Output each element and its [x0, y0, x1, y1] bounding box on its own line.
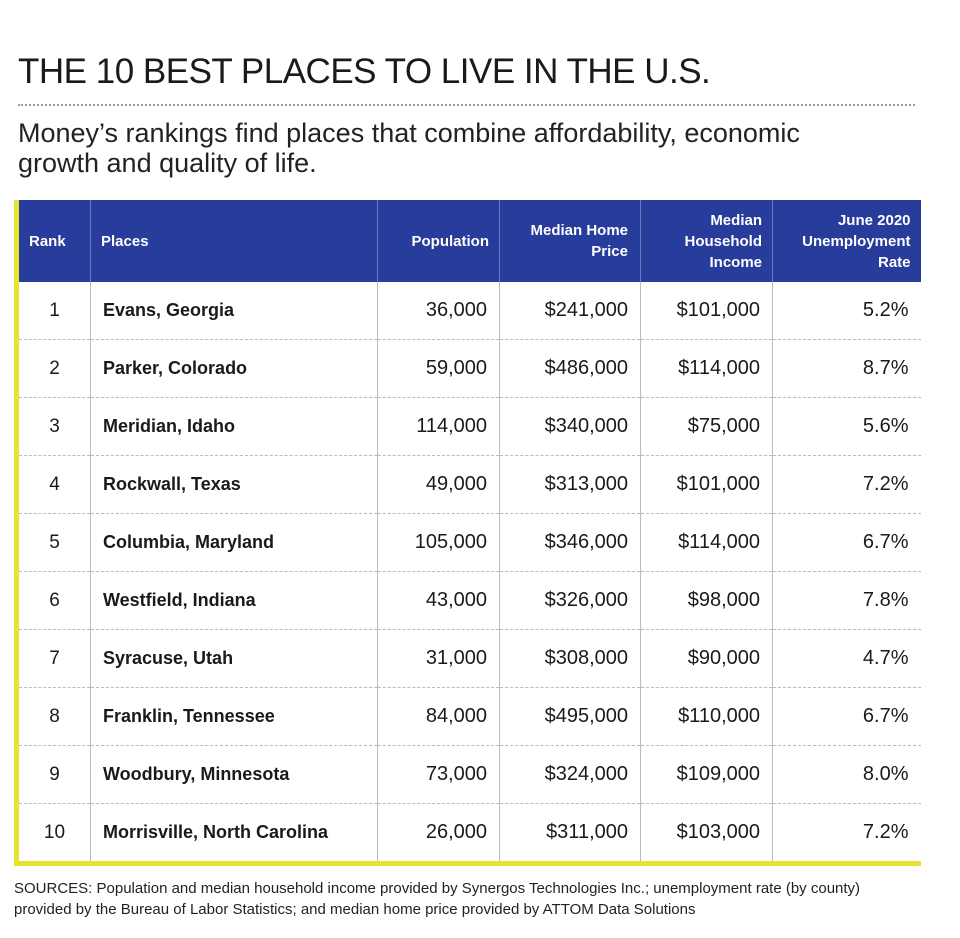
table-cell: Woodbury, Minnesota: [90, 745, 378, 804]
table-cell: 49,000: [377, 455, 500, 514]
table-cell: $109,000: [640, 745, 773, 804]
table-cell: $241,000: [499, 282, 641, 340]
table-cell: 36,000: [377, 282, 500, 340]
table-cell: $90,000: [640, 629, 773, 688]
table-cell: $114,000: [640, 339, 773, 398]
table-cell: Parker, Colorado: [90, 339, 378, 398]
table-row: 5 Columbia, Maryland 105,000 $346,000 $114,0…: [16, 513, 921, 572]
table-cell: 7.2%: [862, 821, 909, 843]
table-cell: 8.7%: [772, 339, 921, 398]
table-cell: 8: [16, 687, 91, 746]
table-row: 3 Meridian, Idaho 114,000 $340,000 $75,000 5.…: [16, 397, 921, 456]
table-cell: 4: [16, 455, 91, 514]
table-cell: 7.8%: [772, 571, 921, 630]
table-row: 9 Woodbury, Minnesota 73,000 $324,000 $109,0…: [16, 745, 921, 804]
table-cell: 114,000: [377, 397, 500, 456]
table-cell: $103,000: [640, 803, 773, 864]
table-cell: 6.7%: [772, 687, 921, 746]
table-cell: 43,000: [377, 571, 500, 630]
table-cell: $98,000: [640, 571, 773, 630]
table-cell: 6: [16, 571, 91, 630]
table-cell: 5.2%: [772, 282, 921, 340]
table-cell: Syracuse, Utah: [90, 629, 378, 688]
table-cell: 2: [16, 339, 91, 398]
table-cell: Morrisville, North Carolina: [90, 803, 378, 864]
table-cell: 59,000: [377, 339, 500, 398]
table-cell: Evans, Georgia: [90, 282, 378, 340]
rankings-table: Rank Places Population Median Home Price Med…: [14, 200, 921, 866]
table-row: 6 Westfield, Indiana 43,000 $326,000 $98,000…: [16, 571, 921, 630]
table-cell: 4.7%: [772, 629, 921, 688]
table-cell: $101,000: [640, 455, 773, 514]
table-cell: $326,000: [499, 571, 641, 630]
table-cell: $110,000: [640, 687, 773, 746]
table-cell: $495,000: [499, 687, 641, 746]
title: THE 10 BEST PLACES TO LIVE IN THE U.S.: [18, 52, 711, 91]
table-head: Rank Places Population Median Home Price Med…: [16, 200, 921, 282]
column-header: Median Home Price: [499, 200, 641, 282]
table-cell: 5.6%: [772, 397, 921, 456]
table-cell: 7.2%: [772, 455, 921, 514]
table-cell: $308,000: [499, 629, 641, 688]
table-cell: 31,000: [377, 629, 500, 688]
table-cell: Westfield, Indiana: [90, 571, 378, 630]
table-cell: 3: [16, 397, 91, 456]
table-cell: 9: [16, 745, 91, 804]
table-cell: $324,000: [499, 745, 641, 804]
table-cell: Rockwall, Texas: [90, 455, 378, 514]
table-cell: $114,000: [640, 513, 773, 572]
table-cell: 5: [16, 513, 91, 572]
table-cell: 8.0%: [772, 745, 921, 804]
table-cell: Columbia, Maryland: [90, 513, 378, 572]
table-cell: Meridian, Idaho: [90, 397, 378, 456]
column-header: Population: [377, 200, 500, 282]
table-row: 4 Rockwall, Texas 49,000 $313,000 $101,000 7.…: [16, 455, 921, 514]
table-cell: $313,000: [499, 455, 641, 514]
table-cell: 1: [16, 282, 91, 340]
table-cell: $75,000: [640, 397, 773, 456]
sources: SOURCES: Population and median household…: [14, 880, 861, 918]
table-cell: $311,000: [499, 803, 641, 864]
table-cell: Franklin, Tennessee: [90, 687, 378, 746]
subtitle: Money’s rankings find places that combin…: [18, 118, 800, 178]
table-row: 2 Parker, Colorado 59,000 $486,000 $114,000 8…: [16, 339, 921, 398]
column-header: Places: [90, 200, 378, 282]
dotted-rule: [18, 104, 915, 106]
table-row: 8 Franklin, Tennessee 84,000 $495,000 $110,0…: [16, 687, 921, 746]
header-row: Rank Places Population Median Home Price Med…: [16, 200, 921, 282]
table-cell: $340,000: [499, 397, 641, 456]
column-header: Median Household Income: [640, 200, 773, 282]
column-header: Rank: [16, 200, 91, 282]
table-cell: 10: [16, 803, 91, 864]
table-cell: 105,000: [377, 513, 500, 572]
table-row: 1 Evans, Georgia 36,000 $241,000 $101,000 5.2…: [16, 282, 921, 340]
table-cell: 73,000: [377, 745, 500, 804]
table-cell: $486,000: [499, 339, 641, 398]
table-row: 7 Syracuse, Utah 31,000 $308,000 $90,000 4.7%: [16, 629, 921, 688]
table-body: 1 Evans, Georgia 36,000 $241,000 $101,000 5.2…: [16, 282, 921, 864]
column-header: June 2020 Unemployment Rate: [772, 200, 921, 282]
table-cell: 26,000: [377, 803, 500, 864]
table-cell: $346,000: [499, 513, 641, 572]
table-cell: $101,000: [640, 282, 773, 340]
table-cell: 6.7%: [772, 513, 921, 572]
table-cell: 7: [16, 629, 91, 688]
table-row: 10 Morrisville, North Carolina 26,000 $311,…: [16, 803, 921, 864]
table-cell: 84,000: [377, 687, 500, 746]
